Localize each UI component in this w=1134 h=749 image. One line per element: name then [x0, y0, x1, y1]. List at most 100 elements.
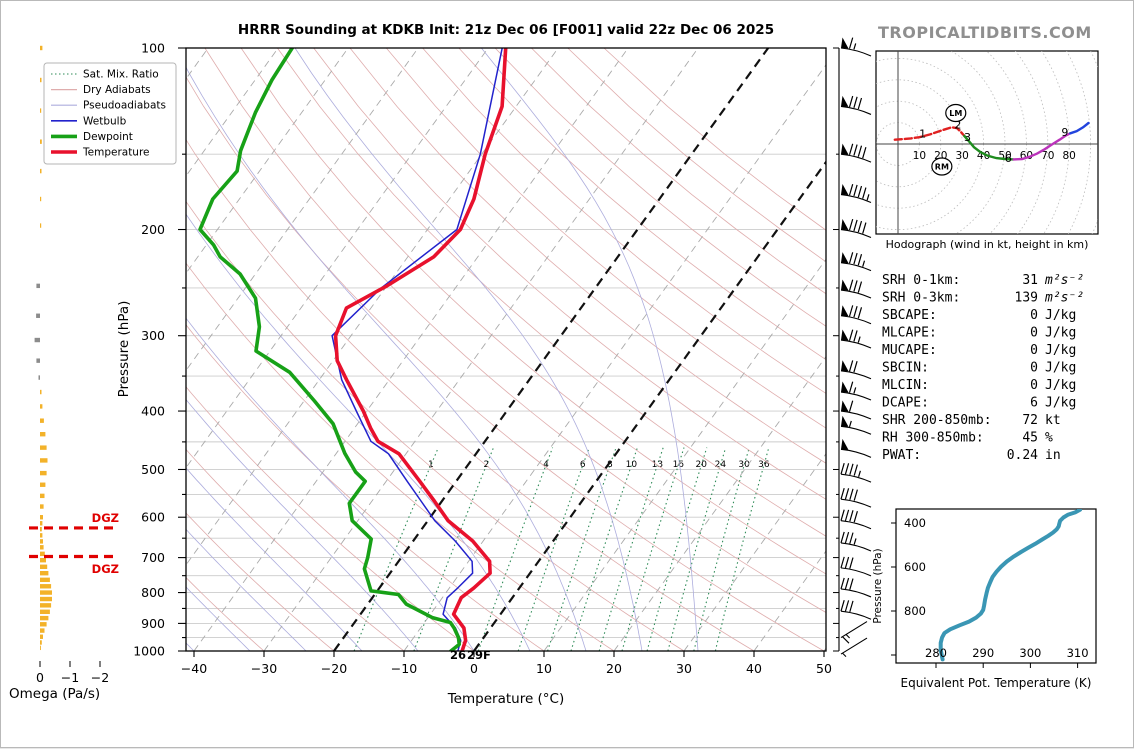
barb-staff [840, 498, 872, 508]
omega-bar-ascent [40, 545, 44, 550]
dry-adiabat-line [240, 48, 826, 575]
stat-unit: in [1045, 448, 1061, 463]
barb-full [848, 305, 854, 317]
barb-full [862, 147, 867, 159]
barb-pennant [841, 438, 849, 450]
surface-temperature-label: 29F [467, 648, 491, 662]
mixing-ratio-line [413, 447, 495, 651]
pseudoadiabat-line [186, 213, 531, 651]
omega-bar-ascent [40, 458, 48, 463]
isotherm-line [403, 64, 826, 651]
barb-staff [840, 448, 872, 458]
omega-axis-label: Omega (Pa/s) [9, 686, 100, 702]
dry-adiabat-line [531, 48, 826, 295]
dry-adiabat-line [186, 200, 685, 651]
temperature-tick-label: −30 [251, 661, 277, 676]
theta-e-curve [938, 509, 1082, 662]
stat-value: 72 [1022, 413, 1038, 428]
barb-staff [840, 228, 872, 239]
skewt-yaxis-label: Pressure (hPa) [116, 301, 132, 398]
omega-bar-ascent [40, 404, 43, 409]
temperature-tick-label: 20 [606, 661, 622, 676]
isotherm-line [613, 355, 826, 651]
rm-marker [931, 157, 953, 176]
skewt-xaxis-label: Temperature (°C) [447, 691, 565, 707]
isotherm-highlight-line [473, 160, 826, 651]
hodograph-caption: Hodograph (wind in kt, height in km) [886, 238, 1089, 251]
stat-unit: % [1045, 431, 1053, 446]
barb-pennant [841, 381, 849, 393]
barb-full [844, 531, 850, 544]
barb-full [857, 307, 863, 319]
hodograph-height-label: 3 [964, 131, 971, 144]
hodograph-trace-6-9km [1012, 132, 1072, 161]
dry-adiabat-line [186, 577, 265, 651]
pressure-tick-label: 600 [141, 510, 165, 525]
omega-bar-ascent [40, 533, 43, 538]
theta-e-y-tick-label: 800 [904, 604, 926, 618]
wind-barb [840, 305, 872, 325]
stat-value: 31 [1022, 273, 1038, 288]
barb-full [844, 509, 850, 522]
temperature-tick-label: −20 [321, 661, 347, 676]
omega-bar-ascent [40, 108, 42, 113]
skewt-profiles [198, 48, 508, 651]
omega-bar-ascent [40, 596, 52, 602]
wind-barb [840, 487, 872, 508]
wind-barb [840, 329, 872, 349]
dry-adiabat-line [186, 138, 755, 651]
barb-staff [840, 588, 872, 598]
barb-half [866, 194, 870, 201]
hodograph-tick-label: 70 [1041, 150, 1054, 162]
lm-marker [945, 103, 967, 123]
stat-value: 6 [1030, 396, 1038, 411]
barb-staff [840, 339, 872, 349]
dry-adiabat-line [458, 48, 826, 361]
stat-unit: kt [1045, 413, 1061, 428]
mixing-ratio-label: 36 [758, 460, 770, 470]
barb-pennant [841, 400, 849, 412]
mixing-ratio-label: 24 [715, 460, 727, 470]
barb-full [848, 360, 854, 372]
barb-full [853, 306, 858, 318]
wind-barb [840, 143, 872, 163]
wind-barb [840, 438, 872, 458]
barb-staff [840, 610, 872, 620]
temperature-tick-label: −10 [391, 661, 417, 676]
isotherm-line [193, 48, 629, 651]
barb-full [840, 487, 845, 500]
mixing-ratio-label: 6 [580, 460, 586, 470]
omega-bar-ascent [40, 223, 42, 228]
theta-e-x-tick-label: 280 [925, 646, 947, 660]
hodograph-trace-9km+ [1069, 121, 1090, 135]
mixing-ratio-label: 20 [696, 460, 708, 470]
stat-label: SRH 0-1km: [882, 273, 960, 288]
theta-e-x-tick-label: 310 [1067, 646, 1089, 660]
stat-value: 0.24 [1007, 448, 1038, 463]
dry-adiabat-line [494, 48, 826, 327]
stat-label: MUCAPE: [882, 343, 937, 358]
stat-value: 0 [1030, 378, 1038, 393]
mixing-ratio-line [547, 447, 617, 651]
barb-half [853, 538, 857, 545]
mixing-ratio-label: 1 [428, 460, 434, 470]
omega-bar-ascent [40, 564, 48, 569]
barb-full [857, 145, 863, 157]
barb-pennant [841, 184, 849, 196]
mixing-ratio-label: 8 [607, 460, 613, 470]
hodograph-tick-label: 80 [1063, 150, 1076, 162]
barb-full [849, 600, 854, 613]
omega-bar-ascent [40, 603, 52, 608]
barb-pennant [841, 95, 849, 107]
stat-unit: m²s⁻² [1044, 291, 1084, 306]
wind-barb [840, 621, 868, 644]
legend-item-label: Pseudoadiabats [83, 100, 166, 112]
barb-full [849, 510, 854, 522]
barb-full [840, 509, 845, 521]
stat-unit: m²s⁻² [1044, 273, 1084, 288]
barb-full [853, 330, 858, 342]
mixing-ratio-label: 4 [543, 460, 549, 470]
pressure-tick-label: 900 [141, 616, 165, 631]
